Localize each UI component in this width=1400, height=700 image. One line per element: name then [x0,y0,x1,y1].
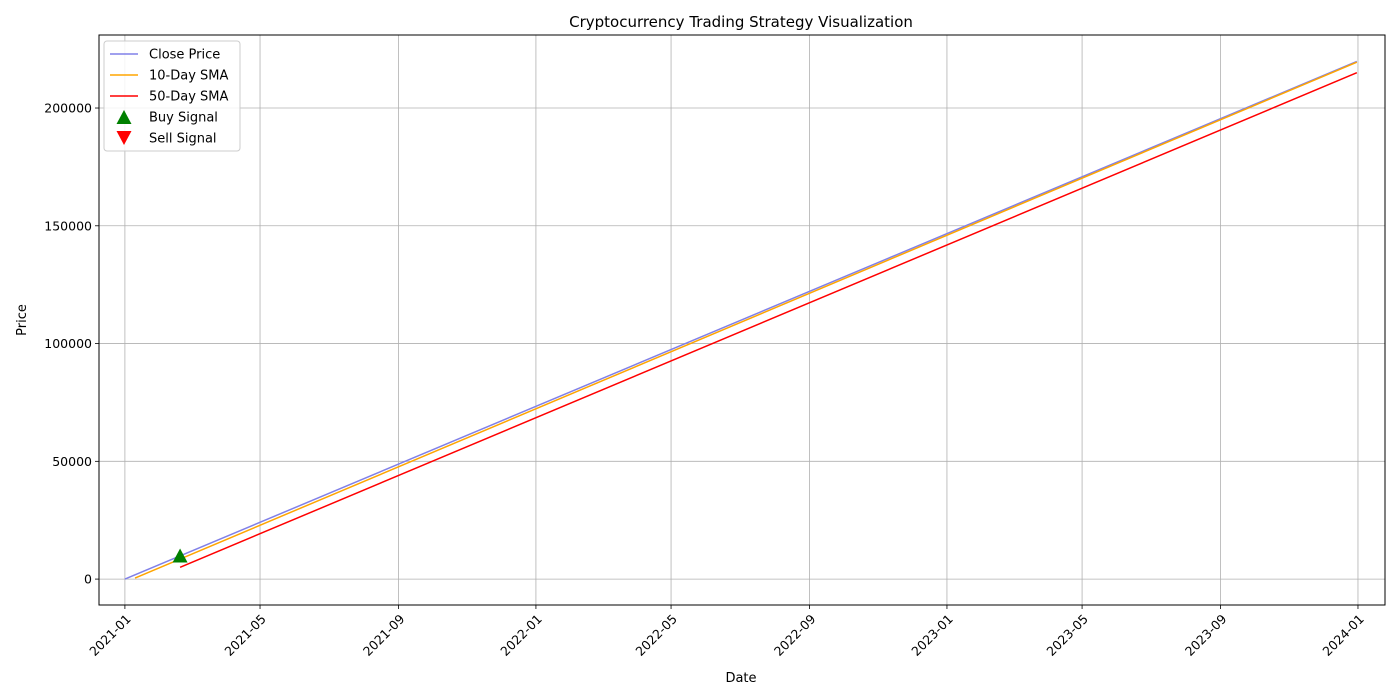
legend-label-close-price: Close Price [149,48,220,63]
plot-area-frame [98,34,1386,606]
chart-title: Cryptocurrency Trading Strategy Visualiz… [569,13,913,31]
legend-swatch-buy-signal [116,110,132,124]
grid-lines [99,35,1385,605]
legend-frame [103,40,241,152]
y-tick-label: 0 [84,572,92,587]
y-tick-label: 50000 [52,454,92,469]
x-tick-label: 2021-01 [86,611,134,659]
y-tick-label: 200000 [44,101,92,116]
series-line-close-price [124,60,1358,580]
x-tick-label: 2022-01 [497,611,545,659]
x-tick-label: 2023-01 [908,611,956,659]
x-tick-label: 2021-05 [221,611,269,659]
y-tick-label: 100000 [44,336,92,351]
series-line-10-day-sma [134,61,1358,579]
plot-series [124,60,1358,580]
legend-swatch-sell-signal [116,131,132,145]
signal-markers [172,548,188,563]
legend-label-10-day-sma: 10-Day SMA [149,69,229,84]
x-tick-label: 2022-05 [632,611,680,659]
legend-label-buy-signal: Buy Signal [149,111,218,126]
x-axis-label: Date [725,671,756,686]
legend-label-sell-signal: Sell Signal [149,132,217,147]
x-axis-ticks: 2021-01 2021-05 2021-09 2022-01 2022-05 2022-… [86,605,1367,659]
x-tick-label: 2023-09 [1182,611,1230,659]
x-tick-label: 2024-01 [1319,611,1367,659]
buy-signal-marker [172,548,188,563]
series-line-50-day-sma [179,71,1358,569]
legend: Close Price 10-Day SMA 50-Day SMA Buy Si… [103,40,241,152]
x-tick-label: 2021-09 [360,611,408,659]
y-axis-label: Price [15,304,30,336]
x-tick-label: 2022-09 [771,611,819,659]
legend-label-50-day-sma: 50-Day SMA [149,90,229,105]
y-axis-ticks: 0 50000 100000 150000 200000 [44,101,99,587]
y-tick-label: 150000 [44,218,92,233]
x-tick-label: 2023-05 [1043,611,1091,659]
